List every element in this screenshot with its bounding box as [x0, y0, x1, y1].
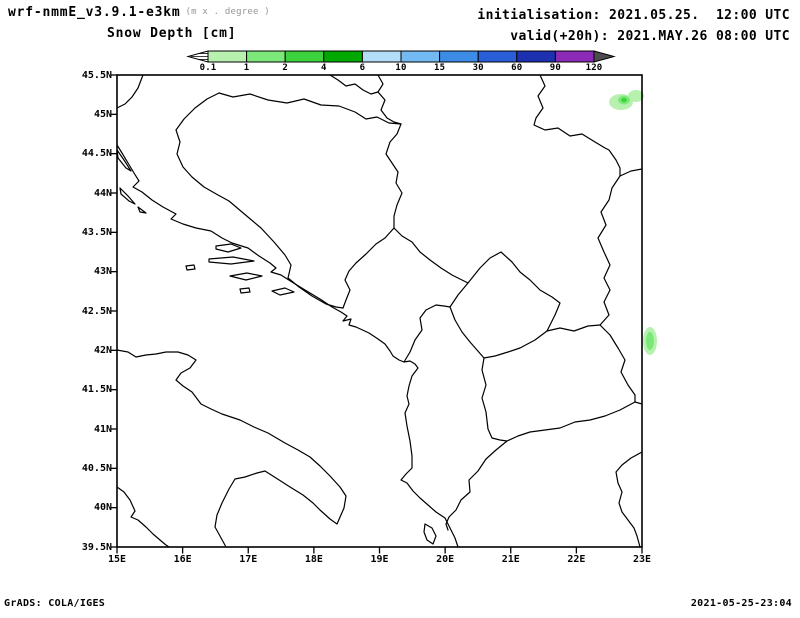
coastline-east-adriatic	[116, 144, 459, 548]
y-axis-tick-label: 43N	[93, 266, 112, 278]
bulgaria-greece-border	[634, 401, 643, 405]
y-axis-tick-label: 44.5N	[81, 148, 112, 160]
kosovo-border	[449, 251, 561, 359]
y-axis-tick-label: 39.5N	[81, 541, 112, 553]
albania-macedonia-border	[481, 357, 508, 442]
y-axis-tick-label: 45N	[93, 108, 112, 120]
italy-tyrrhenian-coast	[116, 486, 170, 548]
y-axis-tick-label: 41.5N	[81, 384, 112, 396]
adriatic-islands	[116, 149, 295, 296]
x-axis-tick-label: 21E	[501, 554, 520, 565]
croatia-bosnia-border	[175, 92, 344, 309]
creation-timestamp: 2021-05-25-23:04	[690, 598, 792, 609]
init-time: initialisation: 2021.05.25. 12:00 UTC	[477, 8, 790, 23]
snow-patch-northeast	[609, 90, 644, 110]
macedonia-greece-border	[506, 401, 636, 442]
colorbar-tick-label: 1	[243, 63, 250, 73]
albania-greece-border	[445, 440, 508, 531]
y-axis-tick-label: 40N	[93, 502, 112, 514]
romania-bulgaria-border	[619, 168, 643, 177]
colorbar-bar	[186, 50, 616, 63]
colorbar-tick-label: 10	[395, 63, 407, 73]
y-axis-tick-label: 42.5N	[81, 305, 112, 317]
serbia-bulgaria-border	[597, 175, 621, 326]
y-axis-tick-label: 41N	[93, 423, 112, 435]
colorbar-tick-label: 6	[359, 63, 366, 73]
italy-adriatic-coast	[116, 349, 347, 548]
colorbar-tick-label: 15	[433, 63, 446, 73]
sava-border	[218, 92, 402, 125]
y-axis-tick-label: 42N	[93, 344, 112, 356]
drina-bosnia-serbia-border	[342, 123, 403, 309]
x-axis-tick-label: 15E	[107, 554, 127, 565]
serbia-macedonia-border	[546, 324, 601, 332]
snow-shade-light	[628, 90, 644, 102]
field-title: Snow Depth [cm]	[107, 26, 237, 41]
x-axis-tick-label: 17E	[239, 554, 258, 565]
macedonia-bulgaria-border	[599, 324, 636, 403]
plot-frame	[116, 74, 643, 548]
colorbar-tick-label: 4	[320, 63, 327, 73]
x-axis-tick-label: 16E	[173, 554, 192, 565]
model-title: wrf-nmmE_v3.9.1-e3km (m x . degree )	[8, 5, 270, 20]
time-block: initialisation: 2021.05.25. 12:00 UTC va…	[477, 5, 790, 47]
serbia-romania-border	[533, 74, 621, 177]
valid-time: valid(+20h): 2021.MAY.26 08:00 UTC	[510, 29, 790, 44]
model-name: wrf-nmmE_v3.9.1-e3km	[8, 5, 181, 20]
map-lines	[116, 74, 643, 548]
hungary-croatia-border	[329, 74, 379, 95]
colorbar-tick-label: 120	[585, 63, 603, 73]
y-axis-tick-label: 45.5N	[81, 69, 112, 81]
x-axis-tick-label: 18E	[304, 554, 323, 565]
colorbar: 0.1 1 2 4 6 10 15 30 60 90 120	[186, 50, 620, 78]
colorbar-tick-label: 0.1	[199, 63, 217, 73]
axis-ticks	[110, 74, 643, 554]
model-units-note: (m x . degree )	[185, 7, 270, 17]
x-axis-tick-label: 22E	[567, 554, 586, 565]
x-axis-tick-label: 19E	[370, 554, 389, 565]
colorbar-tick-label: 30	[472, 63, 484, 73]
aegean-coast	[615, 451, 643, 548]
croatia-serbia-border	[377, 74, 402, 125]
y-axis-tick-label: 40.5N	[81, 462, 112, 474]
x-axis-tick-label: 20E	[436, 554, 455, 565]
snow-patch-east-edge	[643, 327, 657, 355]
colorbar-tick-label: 90	[549, 63, 562, 73]
colorbar-tick-label: 60	[511, 63, 523, 73]
slovenia-croatia-border	[116, 74, 144, 109]
y-axis-tick-label: 43.5N	[81, 226, 112, 238]
snow-shade-mid	[646, 332, 654, 350]
grads-stamp: GrADS: COLA/IGES	[4, 598, 106, 609]
colorbar-tick-label: 2	[282, 63, 288, 73]
colorbar-overflow-arrow	[593, 50, 616, 63]
montenegro-serbia-border	[393, 227, 469, 284]
corfu-island	[423, 523, 437, 545]
montenegro-albania-border	[403, 304, 451, 363]
y-axis-tick-label: 44N	[93, 187, 112, 199]
x-axis-tick-label: 23E	[632, 554, 652, 565]
snow-shade-core	[621, 97, 627, 103]
